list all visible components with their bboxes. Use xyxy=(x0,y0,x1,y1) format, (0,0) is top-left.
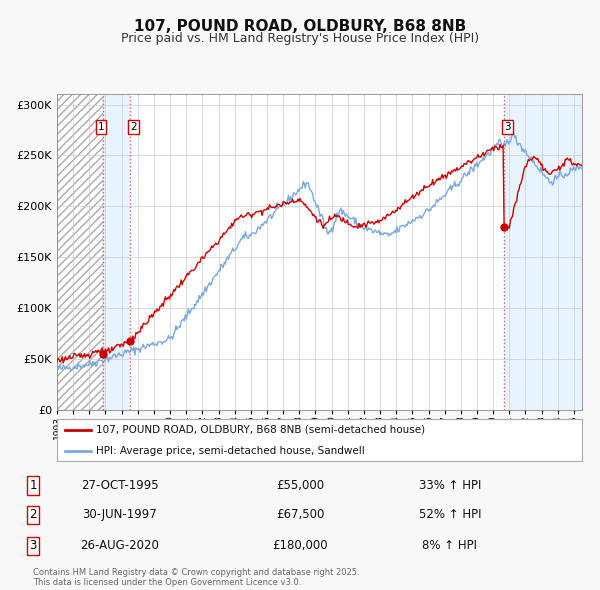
Bar xyxy=(503,94,582,410)
Text: £67,500: £67,500 xyxy=(276,508,324,522)
Text: 8% ↑ HPI: 8% ↑ HPI xyxy=(422,539,478,552)
Text: 27-OCT-1995: 27-OCT-1995 xyxy=(81,479,159,492)
Bar xyxy=(103,94,130,410)
Text: 1: 1 xyxy=(98,122,104,132)
Text: 107, POUND ROAD, OLDBURY, B68 8NB (semi-detached house): 107, POUND ROAD, OLDBURY, B68 8NB (semi-… xyxy=(97,425,425,434)
Text: £55,000: £55,000 xyxy=(276,479,324,492)
Text: 1: 1 xyxy=(29,479,37,492)
Text: 3: 3 xyxy=(29,539,37,552)
Text: 26-AUG-2020: 26-AUG-2020 xyxy=(80,539,160,552)
Bar xyxy=(130,94,503,410)
Text: 52% ↑ HPI: 52% ↑ HPI xyxy=(419,508,481,522)
Bar xyxy=(57,94,103,410)
Text: 33% ↑ HPI: 33% ↑ HPI xyxy=(419,479,481,492)
Text: 3: 3 xyxy=(505,122,511,132)
Text: £180,000: £180,000 xyxy=(272,539,328,552)
Text: 107, POUND ROAD, OLDBURY, B68 8NB: 107, POUND ROAD, OLDBURY, B68 8NB xyxy=(134,19,466,34)
Text: HPI: Average price, semi-detached house, Sandwell: HPI: Average price, semi-detached house,… xyxy=(97,446,365,455)
Text: Contains HM Land Registry data © Crown copyright and database right 2025.
This d: Contains HM Land Registry data © Crown c… xyxy=(33,568,359,587)
Text: Price paid vs. HM Land Registry's House Price Index (HPI): Price paid vs. HM Land Registry's House … xyxy=(121,32,479,45)
Text: 2: 2 xyxy=(130,122,137,132)
Text: 2: 2 xyxy=(29,508,37,522)
Text: 30-JUN-1997: 30-JUN-1997 xyxy=(83,508,157,522)
